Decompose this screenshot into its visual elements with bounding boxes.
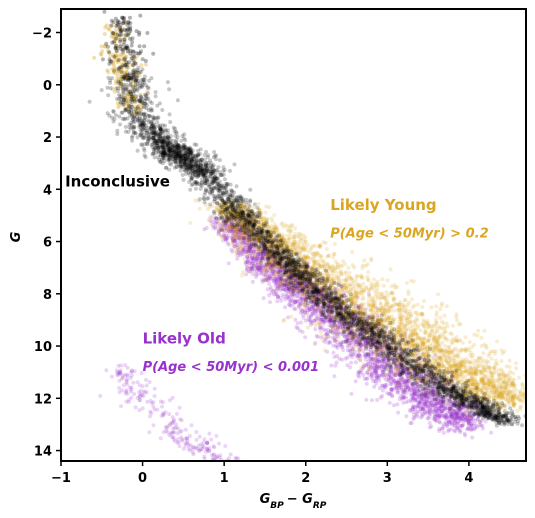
annotation-probability: P(Age < 50Myr) < 0.001 [143, 360, 320, 375]
x-tick-label: 1 [220, 471, 229, 486]
x-tick-label: 4 [464, 471, 473, 486]
y-tick-label: 4 [43, 183, 52, 198]
likely-old-points [202, 211, 495, 440]
scatter-points [87, 9, 526, 461]
annotation-label: Likely Young [330, 196, 436, 214]
inconclusive-upper-points [100, 9, 156, 80]
y-tick-label: 8 [43, 288, 52, 303]
y-tick-label: 14 [34, 445, 52, 460]
annotation-label: Likely Old [143, 329, 226, 347]
y-tick-label: 2 [43, 131, 52, 146]
likely-young-points [188, 194, 526, 419]
y-tick-label: 10 [34, 340, 52, 355]
x-axis-label: GBP − GRP [260, 492, 327, 511]
y-axis-label: G [9, 231, 24, 242]
annotations: Inconclusive Likely Young P(Age < 50Myr) >… [65, 173, 489, 375]
annotation-probability: P(Age < 50Myr) > 0.2 [330, 227, 488, 242]
likely-old-branch-points [98, 363, 241, 461]
y-tick-label: 0 [43, 79, 52, 94]
likely-young-upper-points [92, 20, 150, 116]
x-tick-label: −1 [51, 471, 71, 486]
inconclusive-points [87, 65, 526, 428]
y-tick-label: 12 [34, 392, 52, 407]
y-tick-label: 6 [43, 236, 52, 251]
x-tick-label: 2 [301, 471, 310, 486]
plot-frame [60, 8, 527, 462]
x-tick-label: 3 [383, 471, 392, 486]
y-tick-label: −2 [32, 27, 52, 42]
x-tick-label: 0 [138, 471, 147, 486]
annotation-label: Inconclusive [65, 173, 170, 191]
